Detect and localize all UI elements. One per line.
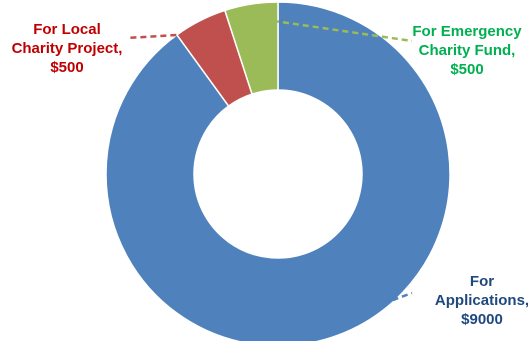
slice-for-emergency-charity-fund	[223, 1, 279, 96]
label-local-line-2: Charity Project,	[11, 40, 123, 57]
label-emergency-charity-fund: For Emergency Charity Fund, $500	[402, 22, 532, 79]
donut-slices	[105, 1, 451, 341]
label-local-charity-project: For Local Charity Project, $500	[2, 20, 132, 77]
label-emergency-line-1: For Emergency	[412, 23, 522, 40]
label-emergency-line-3: $500	[450, 61, 484, 78]
slice-for-applications	[105, 1, 451, 341]
label-local-line-1: For Local	[33, 21, 101, 38]
leader-line-for-applications	[326, 291, 413, 326]
label-applications-line-3: $9000	[461, 311, 503, 328]
label-applications-line-2: Applications,	[434, 292, 530, 309]
leader-lines	[126, 16, 413, 326]
label-local-line-3: $500	[50, 59, 84, 76]
leader-line-for-emergency-charity-fund	[253, 16, 413, 43]
label-applications: For Applications, $9000	[432, 272, 532, 329]
leader-line-for-local-charity-project	[126, 31, 207, 40]
label-emergency-line-2: Charity Fund,	[418, 42, 516, 59]
label-applications-line-1: For	[469, 273, 495, 290]
